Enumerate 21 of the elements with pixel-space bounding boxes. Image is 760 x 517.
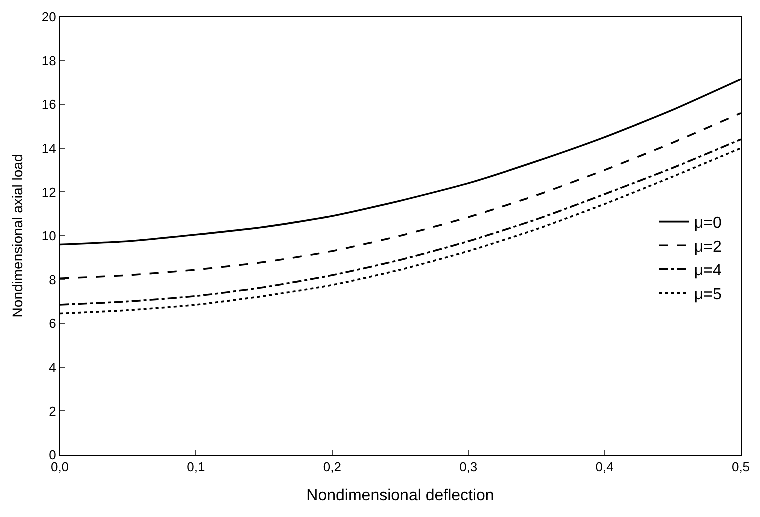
x-tick-label: 0,4 [596, 460, 614, 475]
y-tick-label: 8 [49, 272, 56, 288]
x-tick-label: 0,5 [732, 460, 750, 475]
legend-label: μ=0 [694, 215, 722, 232]
y-tick-label: 12 [42, 184, 56, 200]
x-tick-label: 0,1 [187, 460, 206, 475]
y-tick-label: 4 [49, 360, 56, 375]
y-tick-label: 10 [42, 228, 56, 244]
x-axis-title: Nondimensional deflection [306, 487, 494, 504]
legend-label: μ=2 [694, 238, 722, 256]
legend-label: μ=5 [694, 286, 722, 304]
legend-label: μ=4 [694, 262, 722, 280]
y-axis-title: Nondimensional axial load [10, 154, 26, 318]
y-tick-label: 2 [49, 404, 56, 419]
y-tick-label: 20 [42, 10, 56, 25]
y-tick-label: 18 [42, 53, 56, 68]
y-tick-label: 6 [49, 316, 56, 332]
y-tick-label: 14 [42, 140, 56, 156]
x-tick-label: 0,3 [460, 460, 478, 475]
y-tick-label: 16 [42, 97, 56, 112]
x-tick-label: 0,2 [323, 460, 342, 475]
